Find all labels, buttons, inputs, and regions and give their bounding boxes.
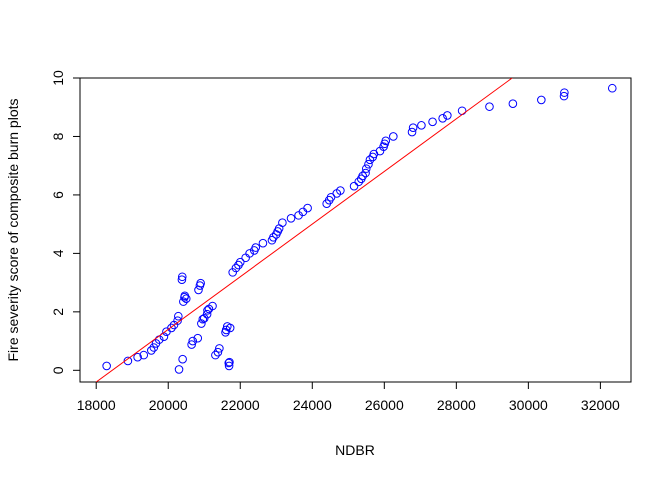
data-point xyxy=(211,350,220,360)
data-point xyxy=(407,127,417,137)
x-tick-label: 30000 xyxy=(509,397,548,413)
data-point xyxy=(438,114,447,123)
data-point xyxy=(408,123,418,132)
data-point xyxy=(278,218,287,227)
data-point xyxy=(228,268,237,277)
y-tick-label: 2 xyxy=(50,308,66,316)
x-axis: 18000 20000 22000 24000 26000 28000 30000 32000 xyxy=(77,381,620,413)
data-point xyxy=(133,352,142,362)
x-tick-label: 28000 xyxy=(437,397,476,413)
data-point xyxy=(336,186,345,195)
data-point xyxy=(508,99,518,109)
data-point xyxy=(177,272,187,282)
y-tick-label: 8 xyxy=(50,132,66,140)
data-point xyxy=(364,159,373,169)
x-tick-label: 20000 xyxy=(149,397,188,413)
data-point xyxy=(389,132,398,141)
data-point xyxy=(457,106,467,116)
data-point xyxy=(178,354,187,364)
data-point xyxy=(225,357,234,367)
data-point xyxy=(269,233,278,242)
data-point xyxy=(354,177,364,187)
data-point xyxy=(286,214,296,223)
data-point xyxy=(365,155,375,165)
x-tick-label: 22000 xyxy=(221,397,260,413)
fit-line-group xyxy=(95,78,513,382)
data-point xyxy=(215,344,224,353)
data-point xyxy=(208,301,217,311)
x-axis-label: NDBR xyxy=(335,442,375,458)
data-point xyxy=(167,323,176,333)
data-point xyxy=(245,249,254,258)
y-tick-label: 0 xyxy=(50,366,66,374)
fit-line xyxy=(95,78,513,382)
data-point xyxy=(560,88,569,97)
x-tick-label: 32000 xyxy=(581,397,620,413)
data-point xyxy=(177,275,187,284)
data-point xyxy=(181,294,191,303)
data-point xyxy=(193,333,203,343)
data-point xyxy=(197,319,206,328)
data-point xyxy=(188,336,198,346)
data-point xyxy=(358,171,368,181)
data-point xyxy=(123,356,133,366)
data-point xyxy=(428,117,437,127)
data-point xyxy=(147,346,156,355)
data-point xyxy=(173,316,182,325)
data-point xyxy=(213,347,223,357)
data-point xyxy=(251,243,261,252)
y-tick-label: 4 xyxy=(50,249,66,257)
plot-area xyxy=(79,77,632,383)
data-point xyxy=(361,168,370,178)
data-point xyxy=(303,203,312,213)
x-tick-label: 24000 xyxy=(293,397,332,413)
y-axis-label: Fire severity score of composite burn pl… xyxy=(5,99,21,362)
data-point xyxy=(149,343,159,352)
data-point xyxy=(179,297,188,306)
data-point xyxy=(139,350,149,360)
data-point xyxy=(174,311,183,321)
y-axis: 0 2 4 6 8 10 xyxy=(50,70,81,374)
data-point xyxy=(559,91,569,101)
x-tick-label: 26000 xyxy=(365,397,404,413)
data-point xyxy=(443,111,452,120)
data-point xyxy=(537,95,546,105)
data-point xyxy=(198,314,208,324)
data-point xyxy=(258,238,268,248)
data-point xyxy=(381,136,391,146)
y-tick-label: 10 xyxy=(50,70,66,86)
data-point xyxy=(221,325,231,335)
x-tick-label: 18000 xyxy=(77,397,116,413)
data-point xyxy=(235,257,245,267)
data-point xyxy=(202,309,212,319)
data-point xyxy=(231,263,241,273)
data-point xyxy=(224,358,234,368)
data-point xyxy=(417,121,426,130)
data-point xyxy=(362,164,371,173)
data-point xyxy=(485,102,494,111)
data-point xyxy=(174,365,184,374)
data-point xyxy=(241,253,250,263)
data-point xyxy=(196,278,205,288)
data-point xyxy=(203,306,212,315)
data-point xyxy=(102,361,111,371)
data-point xyxy=(187,340,196,349)
data-point xyxy=(607,83,617,93)
data-point xyxy=(224,361,234,371)
data-point xyxy=(349,181,359,191)
y-tick-label: 6 xyxy=(50,191,66,199)
data-point xyxy=(225,323,235,333)
data-points xyxy=(102,83,617,374)
